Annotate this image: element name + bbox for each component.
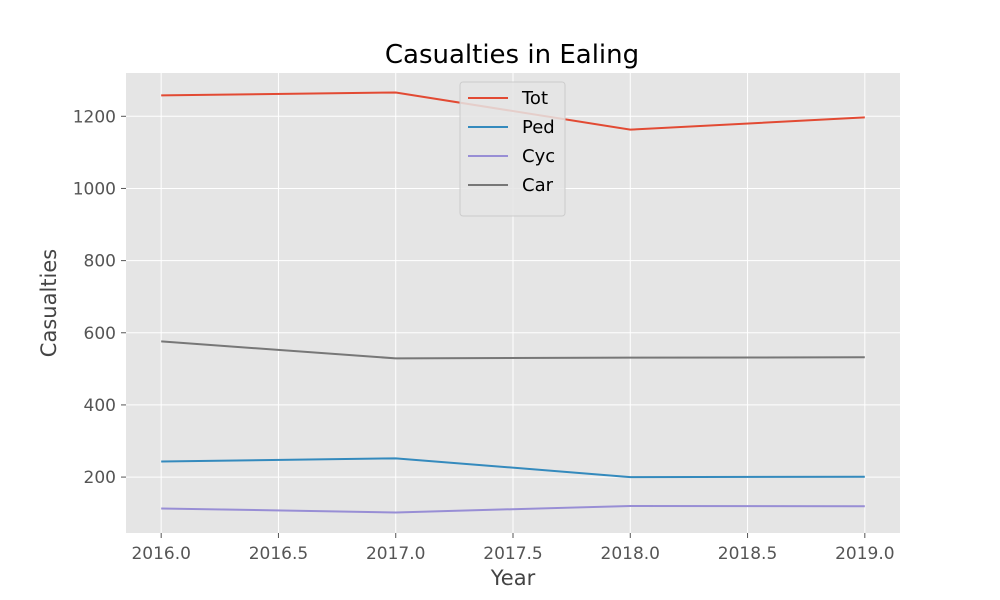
- x-tick-label: 2019.0: [835, 544, 894, 564]
- y-tick-label: 600: [84, 324, 116, 344]
- x-axis-ticks: 2016.0 2016.5 2017.0 2017.5 2018.0 2018.5 2019…: [131, 533, 895, 564]
- series-line-cyc: [161, 504, 865, 514]
- legend-label: Tot: [521, 88, 548, 109]
- grid-lines: [126, 73, 900, 533]
- y-axis-ticks: 200 400 600 800 1000 1200: [73, 107, 126, 488]
- series-line-car: [161, 340, 865, 360]
- legend-box: [459, 81, 566, 217]
- legend-label: Car: [522, 175, 554, 196]
- series-line-ped: [161, 457, 865, 479]
- legend: Tot Ped Cyc Car: [459, 81, 566, 217]
- y-tick-label: 800: [84, 252, 116, 272]
- x-tick-label: 2017.0: [366, 544, 425, 564]
- chart-title: Casualties in Ealing: [385, 40, 639, 70]
- y-axis-label: Casualties: [37, 249, 61, 357]
- x-tick-label: 2016.5: [249, 544, 308, 564]
- x-tick-label: 2016.0: [131, 544, 190, 564]
- y-tick-label: 400: [84, 396, 116, 416]
- y-tick-label: 200: [84, 468, 116, 488]
- y-tick-label: 1200: [73, 107, 116, 127]
- y-tick-label: 1000: [73, 179, 116, 199]
- x-tick-label: 2018.5: [718, 544, 777, 564]
- x-axis-label: Year: [490, 566, 536, 590]
- legend-label: Cyc: [522, 146, 555, 167]
- legend-label: Ped: [522, 117, 555, 138]
- x-tick-label: 2018.0: [601, 544, 660, 564]
- x-tick-label: 2017.5: [483, 544, 542, 564]
